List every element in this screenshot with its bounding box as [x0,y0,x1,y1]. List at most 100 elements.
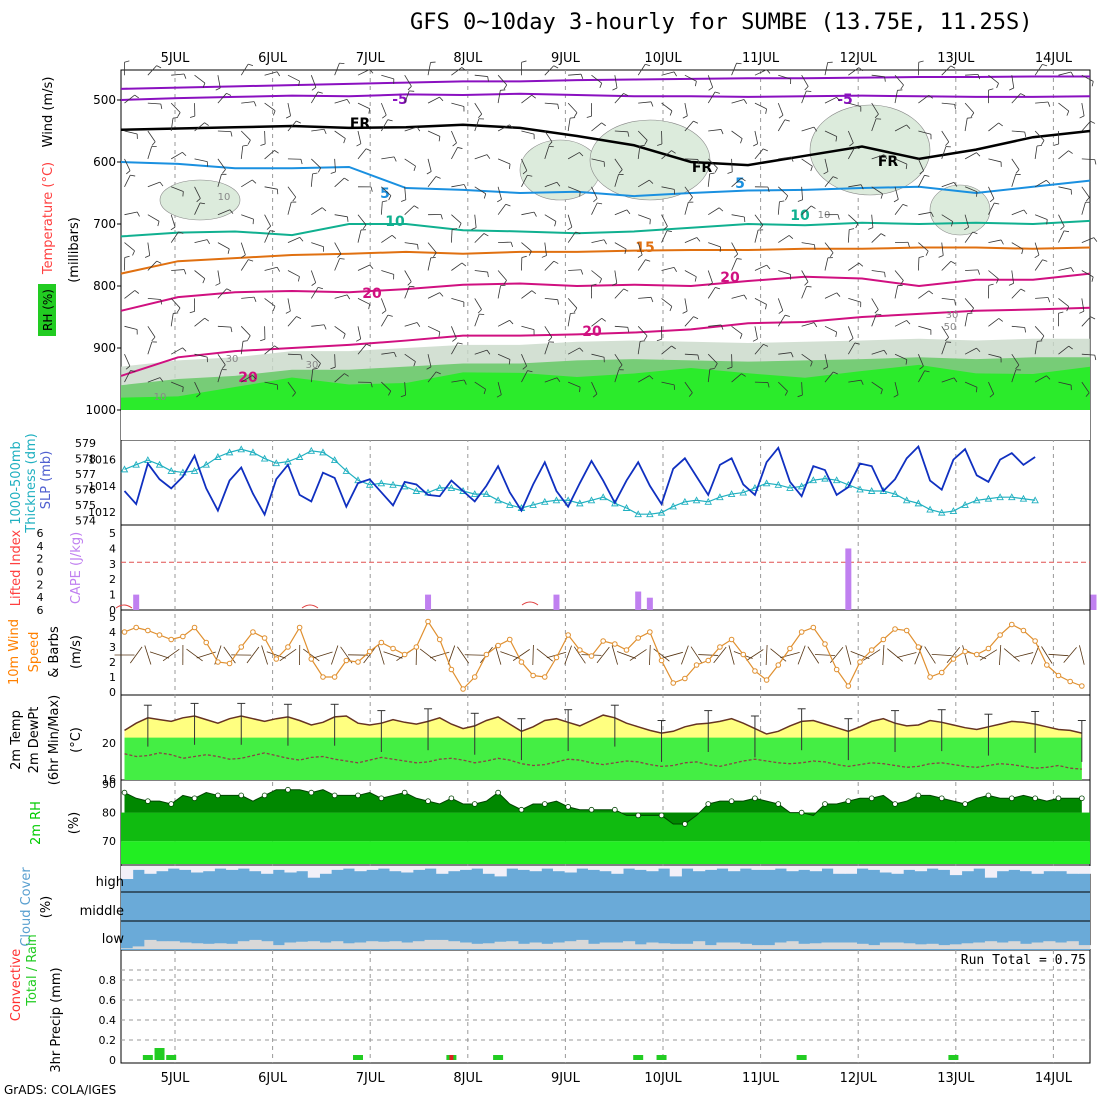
y-tick-rh: 90 [102,778,116,791]
wind-barb-flag [739,333,743,339]
wind-barb-flag [521,60,527,63]
wind-barb [357,102,370,110]
cloud-high-gap [809,866,822,872]
wind-barb [941,298,955,301]
wind-barb [567,214,573,228]
cloud-high-gap [996,866,1009,872]
wind-barb-flag [854,342,860,345]
wind-barb [754,130,759,144]
cloud-low-bar [354,942,367,949]
wind-barb [801,186,803,200]
wind-barb [567,313,571,327]
wind-barb-flag [1015,169,1020,174]
wind-barb [1081,316,1091,327]
wind-barb [871,186,883,195]
wind-speed-point [810,624,817,631]
wind-barb [847,229,850,243]
wind-barb [474,313,480,327]
wind-barb-flag [273,110,276,116]
wind-barb [567,118,571,132]
rh-contour-label: 10 [218,192,231,203]
thickness-point [692,496,701,504]
wind-barb [754,298,767,305]
wind-speed-point [320,674,326,680]
thickness-point [389,480,397,488]
wind-barb [240,63,249,76]
wind-barb [240,242,246,256]
wind-barb-10m [532,644,534,666]
wind-barb-flag [531,94,536,99]
wind-barb [591,122,602,132]
wind-barb-10m [149,651,170,659]
cloud-low-bar [424,939,437,949]
wind-barb-flag [900,84,904,90]
wind-barb-flag [557,299,559,305]
rh-patch [589,119,711,201]
wind-speed-point [868,647,875,653]
wind-speed-point [495,642,501,649]
cloud-high-gap [191,866,204,873]
thickness-point [202,460,210,468]
wind-barb-flag [438,331,441,337]
wind-barb-flag [599,83,603,88]
thickness-point [762,479,771,487]
wind-barb [240,130,251,141]
y-tick-rh: 70 [102,835,116,848]
cloud-high-gap [1019,866,1033,872]
wind-barb [684,186,693,198]
wind-barb-10m [882,644,885,666]
wind-barb [684,381,693,393]
thickness-point [272,459,281,467]
wind-barb [521,242,532,252]
wind-barb-10m [713,646,727,664]
y-tick-precip: 0.2 [99,1034,117,1047]
contour-label: 10 [385,214,405,230]
wind-speed-point [787,645,793,652]
wind-barb-flag [510,241,513,247]
thickness-point [646,510,654,518]
wind-barb-10m [129,646,143,664]
cloud-low-bar [739,943,752,949]
wind-speed-point [763,677,770,683]
wind-barb-flag [650,297,654,303]
contour-label: 5 [735,176,745,192]
precip-bar [154,1048,165,1060]
wind-barb-flag [362,224,367,230]
wind-barb [217,288,227,299]
wind-barb [801,353,813,363]
wind-barb [801,286,807,299]
wind-barb-flag [950,260,956,265]
wind-speed-point [647,629,653,635]
wind-barb-10m [1048,653,1069,657]
wind-speed-point [250,629,256,635]
thickness-point [576,499,584,507]
wind-barb [567,102,578,113]
wind-barb-flag [382,114,387,119]
wind-barb-flag [671,150,676,154]
wind-barb-flag [766,264,771,270]
cloud-high-gap [681,866,694,869]
wind-barb [124,354,131,367]
wind-barb-flag [413,165,416,171]
wind-barb-10m [629,649,647,661]
dewpoint-fill [124,737,1082,780]
wind-speed-point [483,651,490,658]
wind-barb [544,181,558,188]
wind-barb [194,202,201,215]
wind-barb-10m [850,651,870,659]
wind-barb-flag [189,311,195,314]
wind-barb-flag [673,267,677,272]
wind-barb-flag [413,361,416,367]
thickness-point [774,480,783,488]
wind-barb [684,158,698,160]
wind-barb-10m [1079,645,1085,665]
wind-barb-flag [944,337,949,342]
wind-barb [147,377,161,383]
cloud-high-gap [144,866,157,874]
rh-patch [519,139,601,201]
cloud-high-gap [517,866,531,870]
wind-barb [1034,375,1047,383]
wind-barb [591,158,605,163]
wind-barb [848,214,859,224]
wind-barb-10m [1031,645,1040,665]
